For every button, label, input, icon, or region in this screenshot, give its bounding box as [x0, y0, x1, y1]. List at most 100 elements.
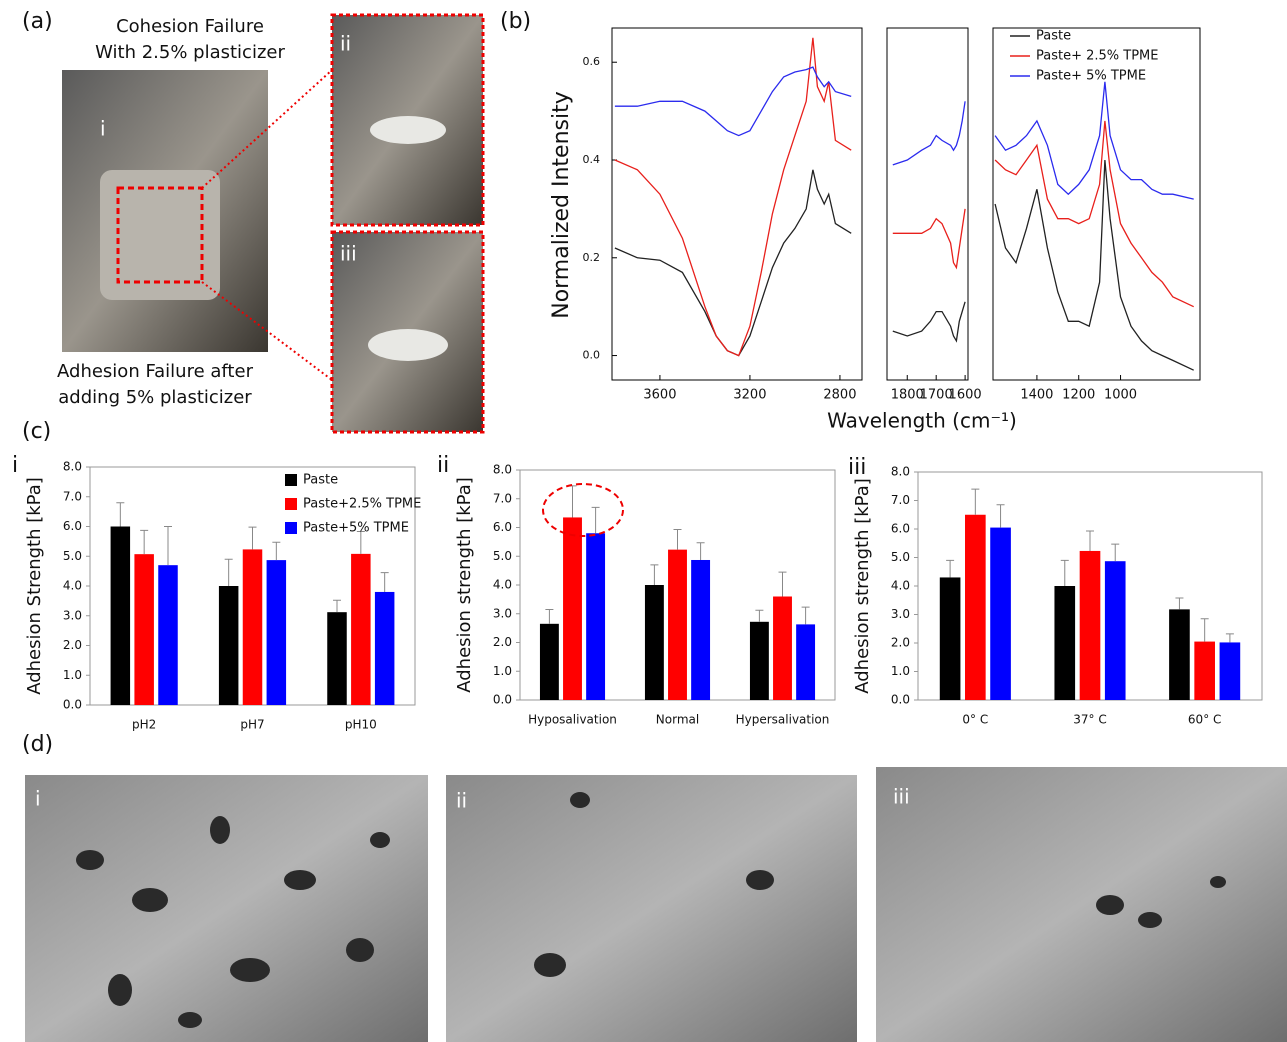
y-axis-label: Adhesion strength [kPa]: [454, 477, 475, 693]
bar: [691, 560, 710, 700]
bar: [540, 624, 559, 700]
error-bar: [569, 486, 577, 518]
spectrum-line: [615, 170, 851, 356]
x-tick-label: 1000: [1104, 388, 1137, 403]
panel-label: ii: [437, 453, 449, 478]
caption: Adhesion Failure after: [57, 361, 254, 382]
bar: [773, 597, 792, 701]
bar: [111, 527, 131, 706]
spectrum-line: [995, 121, 1194, 307]
bar: [668, 550, 687, 700]
y-tick-label: 6.0: [493, 520, 512, 534]
x-tick-label: 1600: [949, 388, 982, 403]
bar: [134, 554, 154, 705]
legend-label: Paste+2.5% TPME: [303, 497, 421, 512]
x-tick-label: Hyposalivation: [528, 713, 617, 727]
legend-label: Paste: [303, 473, 338, 488]
y-axis-label: Normalized Intensity: [549, 91, 574, 319]
bar: [563, 517, 582, 700]
y-tick-label: 7.0: [63, 489, 82, 503]
sub-label: i: [100, 117, 106, 141]
sub-label: iii: [893, 785, 910, 809]
error-bar: [592, 507, 600, 533]
sem-image: [25, 775, 428, 1042]
x-tick-label: pH2: [132, 718, 156, 732]
bar: [375, 592, 395, 705]
error-bar: [650, 565, 658, 585]
bar: [1080, 551, 1101, 700]
y-tick-label: 4.0: [63, 579, 82, 593]
x-tick-label: Hypersalivation: [736, 713, 830, 727]
bar: [645, 585, 664, 700]
bar: [940, 577, 961, 700]
y-tick-label: 0.0: [583, 349, 601, 362]
x-tick-label: 1400: [1020, 388, 1053, 403]
highlight-ellipse: [543, 484, 623, 536]
error-bar: [697, 543, 705, 560]
x-tick-label: 3600: [643, 388, 676, 403]
panel-label: (c): [22, 419, 51, 444]
legend-swatch: [285, 474, 297, 486]
legend-swatch: [285, 498, 297, 510]
y-tick-label: 7.0: [891, 493, 910, 507]
error-bar: [1201, 619, 1209, 642]
x-tick-label: Normal: [656, 713, 699, 727]
error-bar: [755, 610, 763, 622]
sample: [368, 329, 448, 361]
x-tick-label: 1200: [1062, 388, 1095, 403]
sub-label: ii: [456, 789, 467, 813]
panel-label: (d): [22, 732, 53, 757]
y-tick-label: 0.0: [63, 698, 82, 712]
y-tick-label: 0.4: [583, 153, 601, 166]
sub-label: i: [35, 787, 41, 811]
y-tick-label: 8.0: [63, 460, 82, 474]
error-bar: [140, 530, 148, 554]
y-tick-label: 7.0: [493, 491, 512, 505]
bar: [158, 565, 178, 705]
bar: [267, 560, 287, 705]
error-bar: [1086, 531, 1094, 551]
spectrum-line: [995, 160, 1194, 370]
caption: Cohesion Failure: [116, 16, 264, 37]
y-axis-label: Adhesion strength [kPa]: [852, 478, 873, 694]
error-bar: [272, 542, 280, 560]
bar: [219, 586, 239, 705]
error-bar: [249, 527, 257, 549]
legend-label: Paste+5% TPME: [303, 521, 409, 536]
error-bar: [545, 609, 553, 623]
y-axis-label: Adhesion Strength [kPa]: [24, 477, 45, 695]
y-tick-label: 3.0: [63, 608, 82, 622]
bar: [1169, 609, 1190, 700]
legend-label: Paste: [1036, 29, 1071, 44]
error-bar: [164, 527, 172, 566]
error-bar: [946, 560, 954, 577]
y-tick-label: 0.0: [891, 693, 910, 707]
caption: With 2.5% plasticizer: [95, 42, 285, 63]
y-tick-label: 6.0: [891, 522, 910, 536]
bar: [351, 554, 371, 705]
y-tick-label: 2.0: [891, 636, 910, 650]
spectrum-line: [995, 82, 1194, 199]
error-bar: [116, 503, 124, 527]
bar: [327, 612, 347, 705]
bar: [1105, 561, 1126, 700]
bar: [796, 624, 815, 700]
panel-label: (b): [500, 9, 531, 34]
y-tick-label: 3.0: [891, 607, 910, 621]
legend-label: Paste+ 5% TPME: [1036, 69, 1146, 84]
spectrum-line: [893, 101, 965, 165]
y-tick-label: 1.0: [891, 664, 910, 678]
error-bar: [381, 573, 389, 592]
page: {"panel_a": {"label": "(a)", "top_captio…: [0, 0, 1287, 1042]
y-tick-label: 5.0: [891, 550, 910, 564]
x-tick-label: 2800: [823, 388, 856, 403]
error-bar: [1061, 560, 1069, 586]
bar: [243, 549, 263, 705]
error-bar: [802, 607, 810, 624]
error-bar: [225, 559, 233, 586]
error-bar: [1226, 634, 1234, 643]
x-tick-label: 3200: [733, 388, 766, 403]
x-tick-label: 0° C: [962, 713, 988, 727]
y-tick-label: 6.0: [63, 519, 82, 533]
sub-label: ii: [340, 32, 351, 56]
